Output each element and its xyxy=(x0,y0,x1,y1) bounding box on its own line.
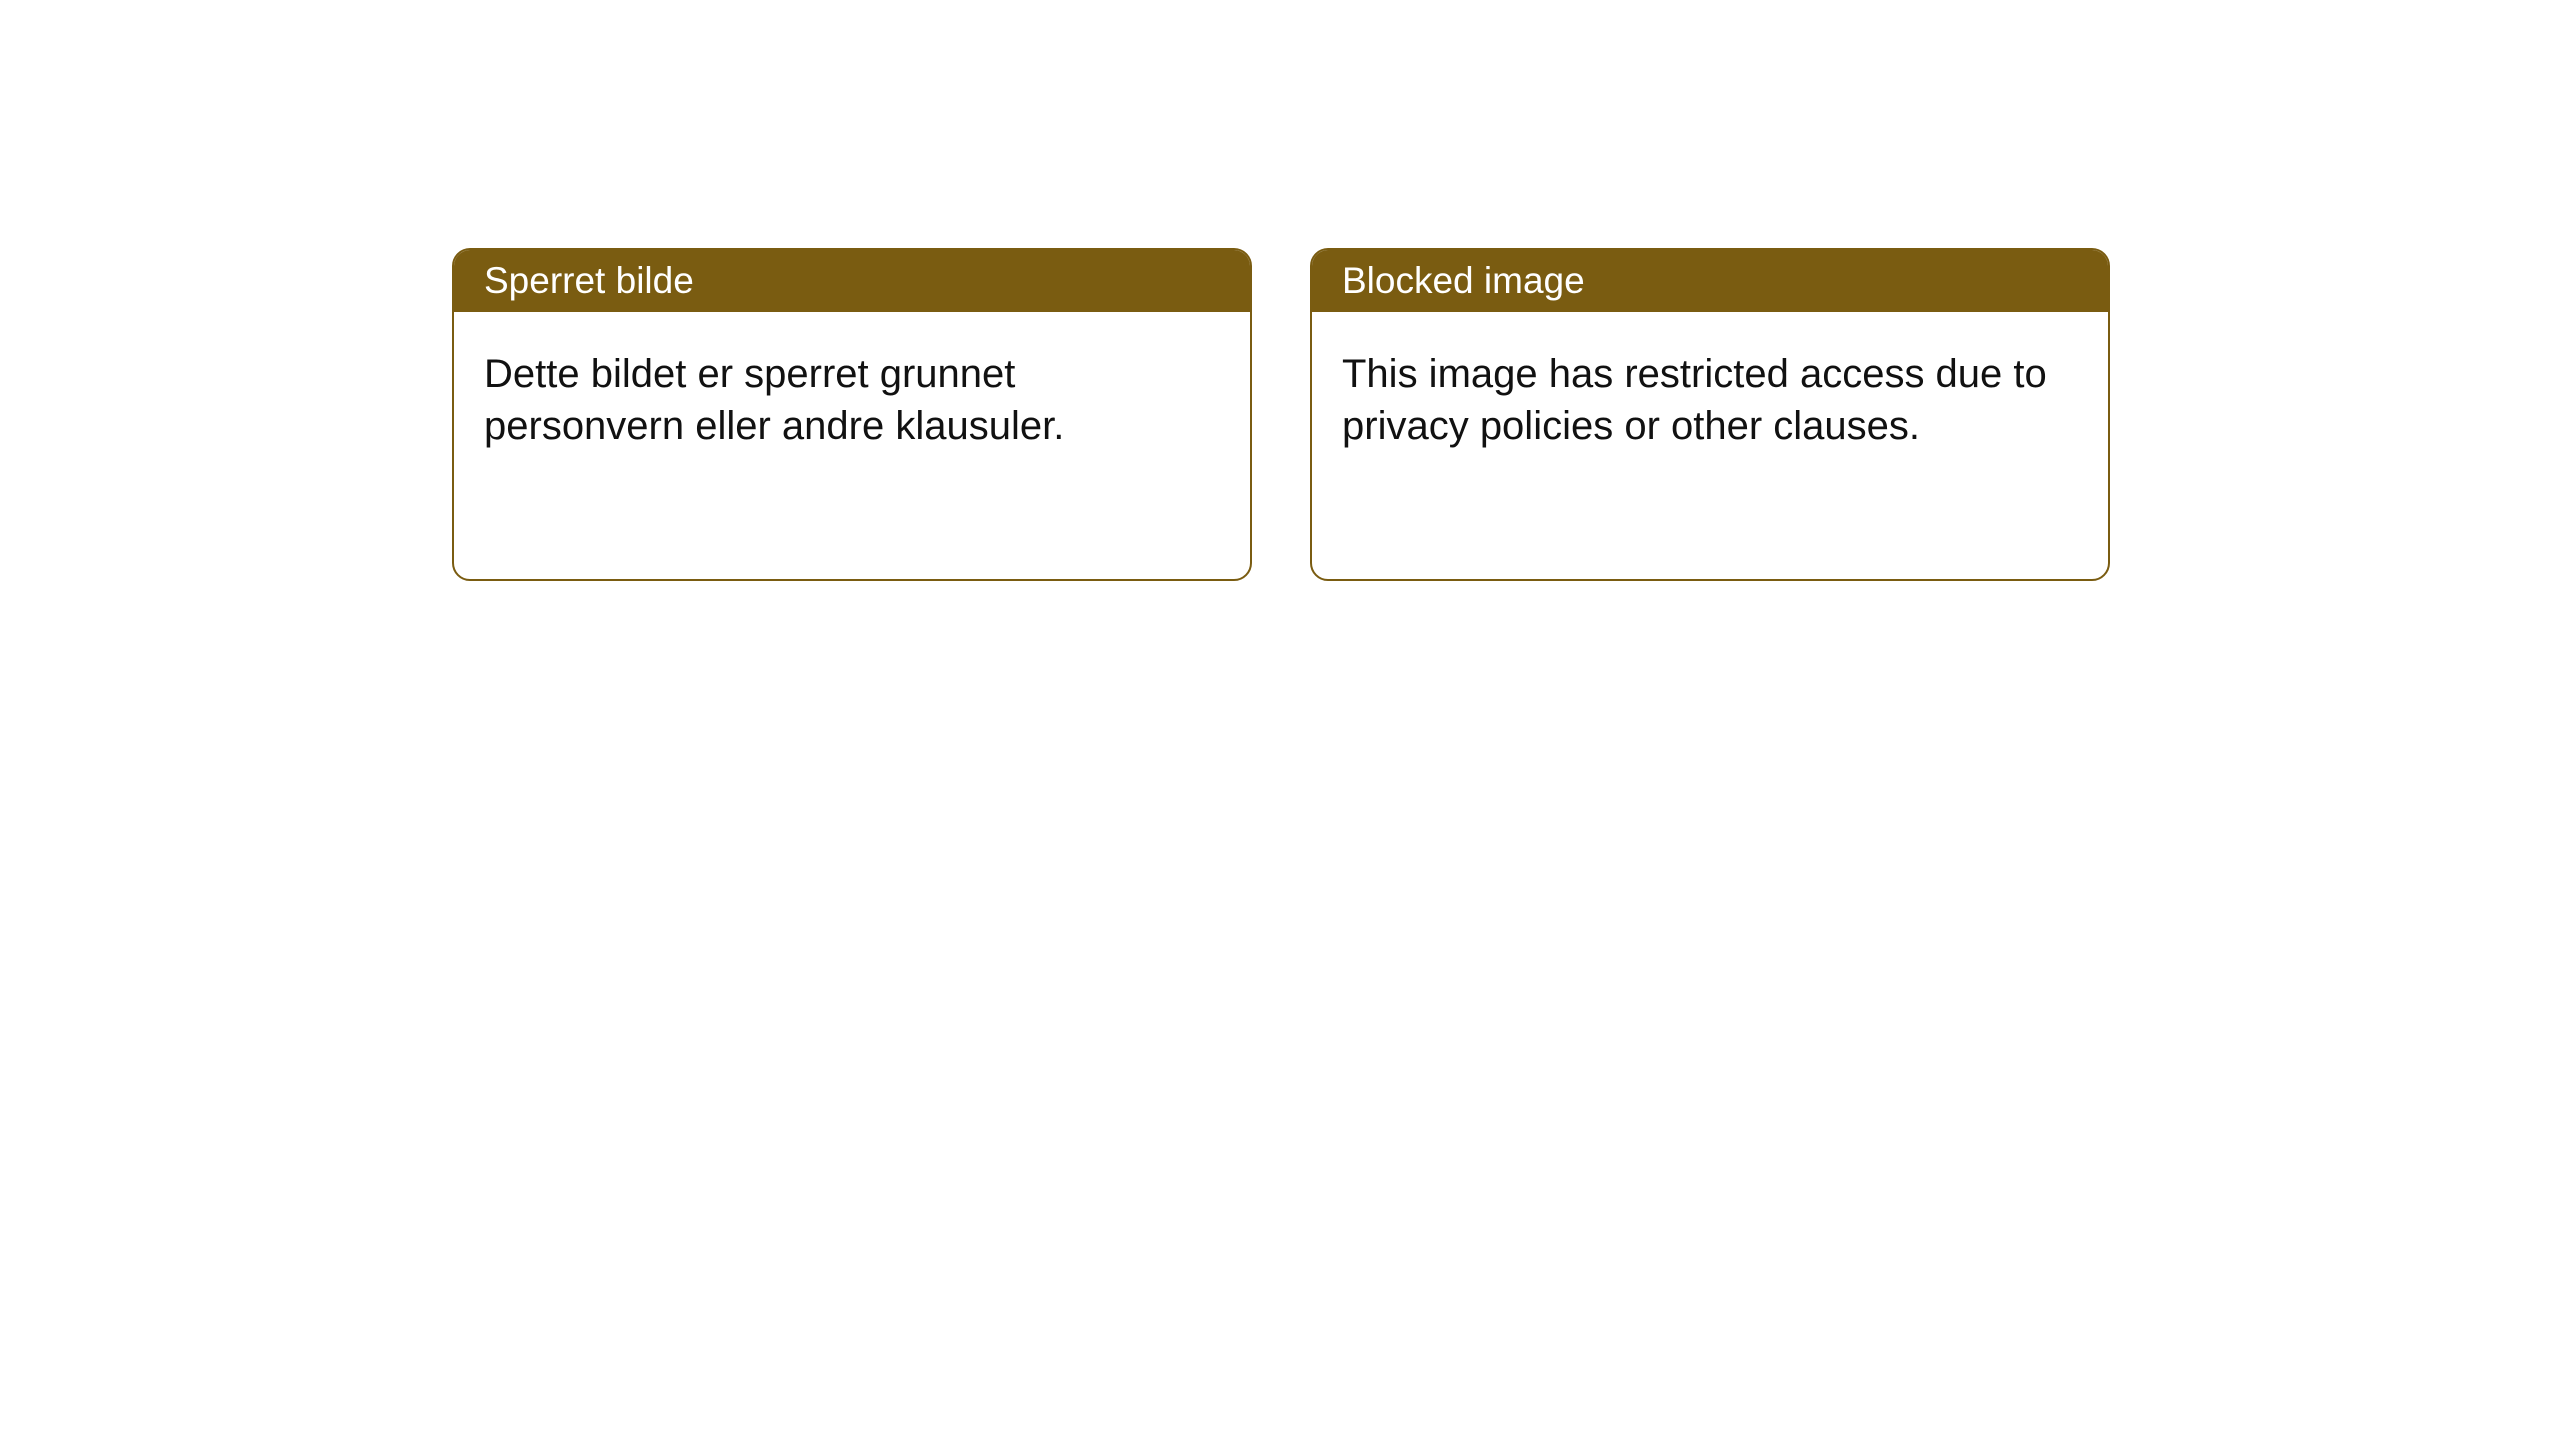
card-body: This image has restricted access due to … xyxy=(1312,312,2108,488)
card-body: Dette bildet er sperret grunnet personve… xyxy=(454,312,1250,488)
card-body-text: Dette bildet er sperret grunnet personve… xyxy=(484,352,1064,448)
blocked-image-card-en: Blocked image This image has restricted … xyxy=(1310,248,2110,581)
blocked-image-card-no: Sperret bilde Dette bildet er sperret gr… xyxy=(452,248,1252,581)
card-header: Sperret bilde xyxy=(454,250,1250,312)
card-header: Blocked image xyxy=(1312,250,2108,312)
notice-cards-container: Sperret bilde Dette bildet er sperret gr… xyxy=(452,248,2110,581)
card-body-text: This image has restricted access due to … xyxy=(1342,352,2047,448)
card-title: Sperret bilde xyxy=(484,260,694,301)
card-title: Blocked image xyxy=(1342,260,1585,301)
